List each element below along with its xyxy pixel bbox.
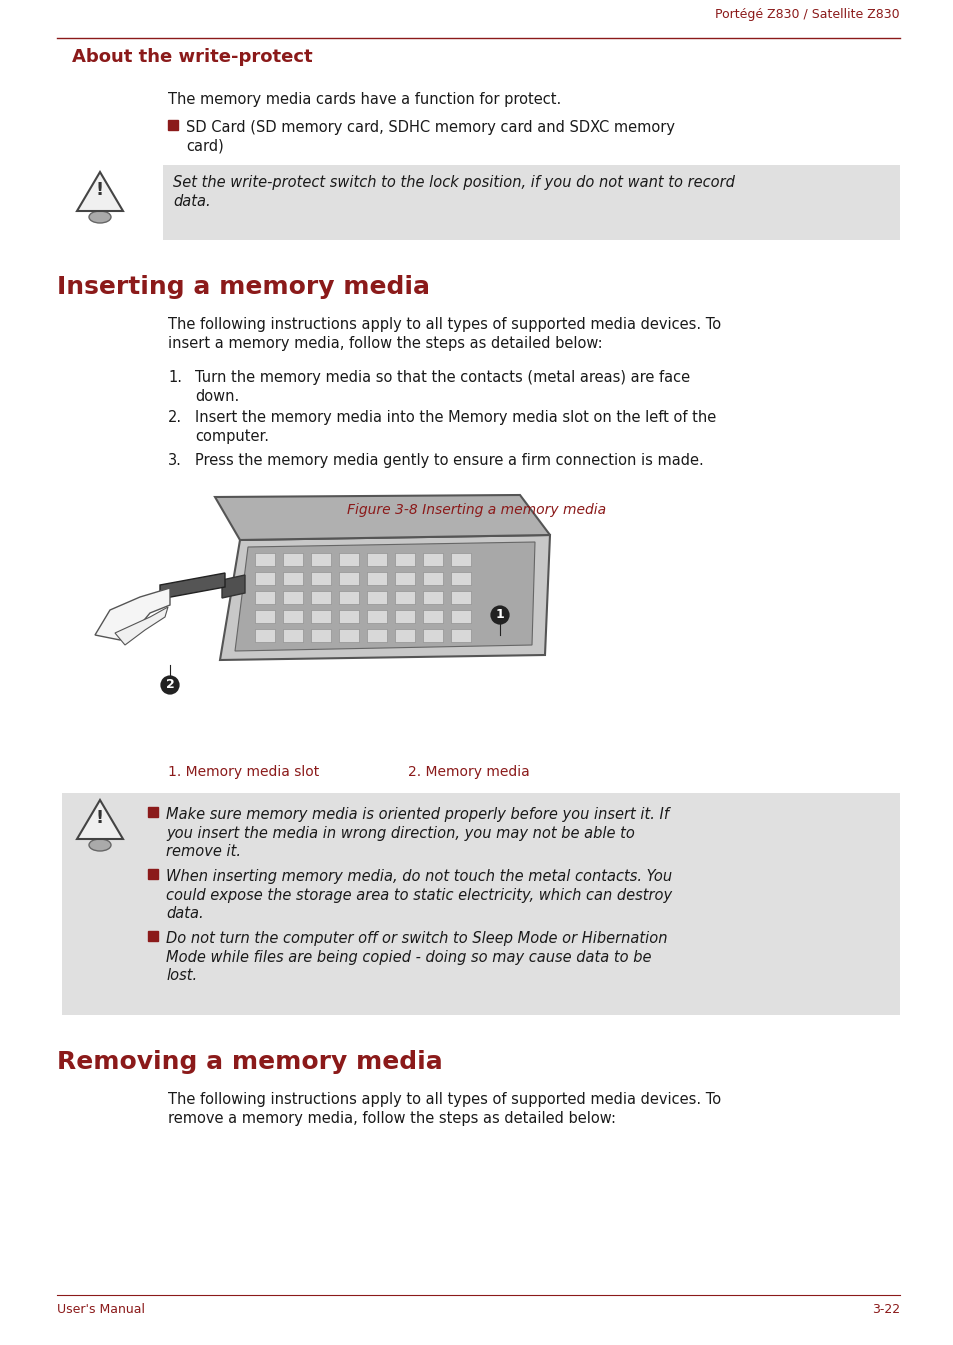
Polygon shape: [367, 572, 387, 585]
Polygon shape: [311, 611, 331, 623]
Ellipse shape: [89, 839, 111, 851]
Polygon shape: [311, 590, 331, 604]
Polygon shape: [422, 590, 442, 604]
Polygon shape: [234, 542, 535, 651]
Text: Insert the memory media into the Memory media slot on the left of the
computer.: Insert the memory media into the Memory …: [194, 410, 716, 444]
Polygon shape: [254, 590, 274, 604]
Text: Inserting a memory media: Inserting a memory media: [57, 274, 430, 299]
Polygon shape: [451, 629, 471, 642]
Polygon shape: [451, 611, 471, 623]
Text: User's Manual: User's Manual: [57, 1303, 145, 1315]
Text: 1: 1: [496, 608, 504, 621]
Text: Turn the memory media so that the contacts (metal areas) are face
down.: Turn the memory media so that the contac…: [194, 370, 689, 404]
Polygon shape: [220, 535, 550, 660]
Polygon shape: [254, 553, 274, 566]
Text: 1. Memory media slot: 1. Memory media slot: [168, 765, 319, 779]
Polygon shape: [311, 553, 331, 566]
Text: !: !: [96, 808, 104, 827]
Polygon shape: [254, 629, 274, 642]
Polygon shape: [451, 572, 471, 585]
Polygon shape: [367, 553, 387, 566]
Text: 3-22: 3-22: [871, 1303, 899, 1315]
Bar: [168, 120, 178, 130]
Polygon shape: [283, 572, 303, 585]
Text: 2: 2: [166, 678, 174, 691]
Polygon shape: [367, 590, 387, 604]
Polygon shape: [95, 588, 170, 640]
Polygon shape: [395, 590, 415, 604]
Text: 2. Memory media: 2. Memory media: [408, 765, 529, 779]
Polygon shape: [222, 576, 245, 599]
Polygon shape: [338, 629, 358, 642]
Polygon shape: [254, 572, 274, 585]
Polygon shape: [367, 611, 387, 623]
Polygon shape: [422, 572, 442, 585]
Polygon shape: [338, 553, 358, 566]
Polygon shape: [422, 553, 442, 566]
Bar: [148, 869, 158, 880]
Polygon shape: [338, 572, 358, 585]
Text: Figure 3-8 Inserting a memory media: Figure 3-8 Inserting a memory media: [347, 503, 606, 516]
Bar: [148, 807, 158, 816]
Text: Make sure memory media is oriented properly before you insert it. If
you insert : Make sure memory media is oriented prope…: [166, 807, 668, 859]
Polygon shape: [451, 590, 471, 604]
Bar: [148, 931, 158, 941]
Polygon shape: [283, 629, 303, 642]
Bar: [62, 794, 899, 1015]
Polygon shape: [395, 572, 415, 585]
Polygon shape: [451, 553, 471, 566]
Polygon shape: [422, 611, 442, 623]
Bar: [163, 165, 899, 239]
Polygon shape: [160, 573, 225, 599]
Polygon shape: [115, 607, 168, 646]
Polygon shape: [311, 629, 331, 642]
Text: About the write-protect: About the write-protect: [71, 48, 313, 66]
Text: Set the write-protect switch to the lock position, if you do not want to record
: Set the write-protect switch to the lock…: [172, 175, 734, 208]
Polygon shape: [395, 553, 415, 566]
Polygon shape: [283, 553, 303, 566]
Ellipse shape: [89, 211, 111, 223]
Text: 2.: 2.: [168, 410, 182, 425]
Polygon shape: [77, 800, 123, 839]
Text: !: !: [96, 180, 104, 199]
Text: The memory media cards have a function for protect.: The memory media cards have a function f…: [168, 91, 560, 108]
Polygon shape: [283, 590, 303, 604]
Polygon shape: [338, 611, 358, 623]
Polygon shape: [254, 611, 274, 623]
Polygon shape: [283, 611, 303, 623]
Polygon shape: [395, 629, 415, 642]
Text: Removing a memory media: Removing a memory media: [57, 1050, 442, 1075]
Text: The following instructions apply to all types of supported media devices. To
rem: The following instructions apply to all …: [168, 1092, 720, 1126]
Polygon shape: [77, 172, 123, 211]
Polygon shape: [214, 495, 550, 539]
Text: The following instructions apply to all types of supported media devices. To
ins: The following instructions apply to all …: [168, 317, 720, 351]
Text: Do not turn the computer off or switch to Sleep Mode or Hibernation
Mode while f: Do not turn the computer off or switch t…: [166, 931, 667, 983]
Text: Press the memory media gently to ensure a firm connection is made.: Press the memory media gently to ensure …: [194, 453, 703, 468]
Polygon shape: [395, 611, 415, 623]
Polygon shape: [367, 629, 387, 642]
Polygon shape: [338, 590, 358, 604]
Text: Portégé Z830 / Satellite Z830: Portégé Z830 / Satellite Z830: [715, 8, 899, 22]
Text: SD Card (SD memory card, SDHC memory card and SDXC memory
card): SD Card (SD memory card, SDHC memory car…: [186, 120, 675, 153]
Polygon shape: [311, 572, 331, 585]
Text: When inserting memory media, do not touch the metal contacts. You
could expose t: When inserting memory media, do not touc…: [166, 869, 672, 921]
Text: 1.: 1.: [168, 370, 182, 385]
Polygon shape: [422, 629, 442, 642]
Text: 3.: 3.: [168, 453, 182, 468]
